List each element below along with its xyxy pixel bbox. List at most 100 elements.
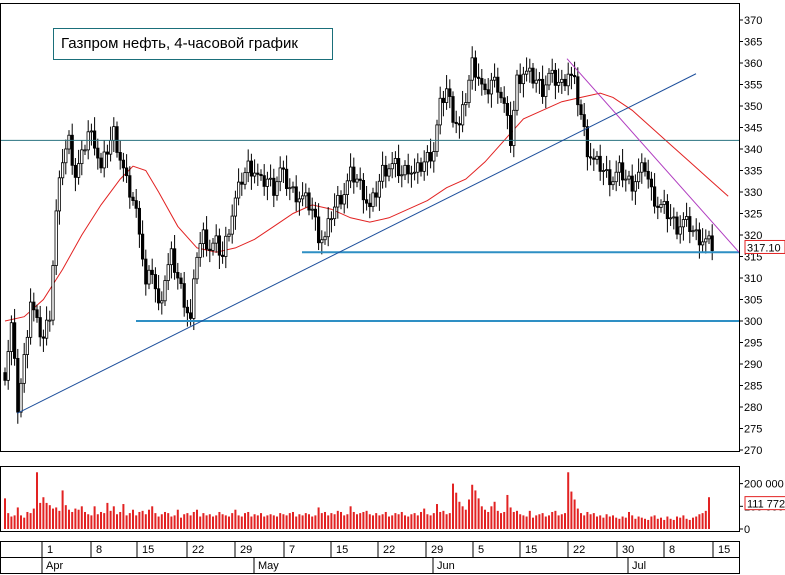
candle-body — [387, 168, 391, 177]
volume-bar — [93, 506, 96, 529]
candle-body — [112, 126, 116, 141]
candle-body — [694, 229, 698, 232]
candle-body — [416, 162, 420, 173]
volume-bar — [685, 518, 688, 529]
volume-bar — [580, 513, 582, 529]
volume-bar — [269, 514, 272, 529]
volume-bar — [682, 515, 685, 529]
volume-bar — [631, 515, 634, 529]
volume-bar — [237, 515, 240, 529]
candle-body — [409, 172, 414, 175]
volume-bar — [388, 516, 390, 529]
candle-body — [51, 265, 55, 321]
candle-body — [313, 208, 318, 218]
volume-bar — [90, 515, 93, 529]
candle-body — [598, 155, 602, 172]
candle-body — [390, 163, 394, 170]
price-tick-label: 275 — [744, 424, 762, 436]
volume-bar — [522, 515, 525, 529]
candle-body — [534, 79, 538, 84]
day-tick-label: 15 — [142, 544, 154, 556]
candle-body — [243, 172, 247, 185]
chart-title: Газпром нефть, 4-часовой график — [53, 28, 333, 60]
volume-bar — [554, 510, 557, 529]
volume-bar — [362, 511, 365, 529]
candle-body — [67, 134, 71, 150]
candle-body — [435, 124, 439, 152]
day-tick-label: 29 — [431, 544, 443, 556]
candle-body — [512, 109, 516, 146]
candle-body — [224, 235, 228, 257]
volume-bar — [170, 516, 173, 529]
volume-bar — [615, 517, 618, 529]
volume-bar — [52, 508, 54, 529]
candle-body — [451, 96, 455, 123]
volume-bar — [231, 513, 234, 529]
volume-bar — [128, 513, 131, 529]
volume-bar — [551, 511, 554, 529]
candle-body — [547, 72, 551, 86]
candle-body — [691, 230, 695, 233]
volume-bar — [493, 501, 496, 529]
volume-bar — [503, 511, 506, 529]
volume-bar — [656, 518, 659, 529]
volume-bar — [16, 507, 19, 529]
candle-body — [579, 104, 583, 115]
day-tick-label: 22 — [383, 544, 395, 556]
candle-body — [601, 170, 606, 172]
candle-body — [16, 358, 20, 413]
volume-bar — [10, 516, 13, 529]
candle-body — [454, 121, 458, 125]
volume-bar — [208, 514, 211, 529]
price-tick-label: 335 — [744, 166, 762, 178]
volume-bar — [400, 511, 403, 529]
candle-body — [633, 181, 638, 192]
candle-body — [6, 351, 10, 381]
candle-body — [403, 164, 407, 176]
volume-bar — [512, 511, 515, 529]
volume-bar — [416, 515, 419, 529]
candle-body — [573, 75, 577, 78]
candle-body — [345, 180, 350, 195]
volume-bar — [4, 498, 6, 529]
volume-bar — [480, 506, 483, 529]
candle-body — [605, 169, 609, 172]
candle-body — [172, 248, 177, 273]
price-tick-label: 320 — [744, 230, 762, 242]
candle-body — [284, 168, 289, 189]
volume-bar — [650, 516, 653, 529]
volume-bar — [410, 514, 413, 529]
volume-bar — [653, 515, 656, 529]
candle-body — [179, 277, 183, 284]
candle-body — [109, 139, 113, 155]
candle-body — [665, 201, 670, 220]
candle-body — [611, 181, 615, 186]
volume-bar — [106, 502, 109, 529]
volume-bar — [500, 513, 502, 529]
volume-bar — [461, 506, 464, 529]
candle-body — [281, 167, 286, 170]
volume-bar — [122, 504, 125, 529]
volume-bar — [103, 513, 106, 529]
price-panel-frame — [0, 3, 740, 452]
volume-bar — [215, 515, 218, 529]
volume-bar — [330, 513, 333, 529]
volume-bar — [352, 511, 355, 529]
candle-body — [102, 151, 106, 169]
volume-bar — [42, 497, 45, 529]
volume-bar — [154, 513, 157, 529]
candle-body — [377, 180, 382, 198]
volume-bar — [80, 506, 83, 529]
volume-bar — [484, 509, 486, 529]
volume-bar — [180, 517, 182, 529]
volume-bar — [256, 515, 259, 529]
volume-bar — [487, 511, 490, 529]
volume-bar — [36, 472, 38, 529]
candle-body — [297, 198, 302, 203]
day-tick-label: 22 — [192, 544, 204, 556]
candle-body — [627, 175, 631, 180]
candle-body — [557, 81, 561, 86]
volume-bar — [247, 511, 250, 529]
volume-bar — [23, 517, 26, 529]
volume-bar — [112, 506, 115, 529]
